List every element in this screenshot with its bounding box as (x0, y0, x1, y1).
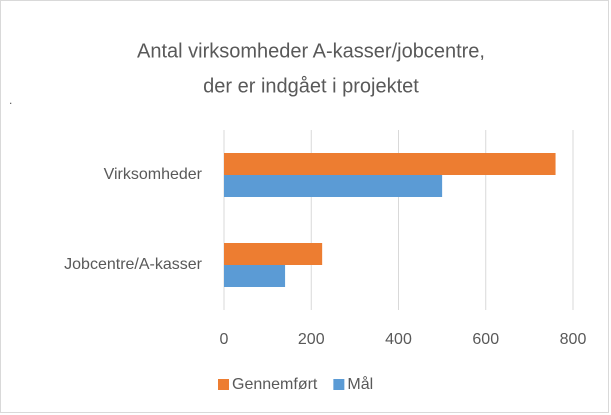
x-tick-label: 800 (560, 331, 587, 348)
annotation: . (9, 93, 12, 107)
bar (224, 153, 556, 175)
bar (224, 243, 323, 265)
chart-title: Antal virksomheder A-kasser/jobcentre, (137, 40, 485, 62)
chart-title: der er indgået i projektet (203, 75, 419, 97)
x-tick-label: 400 (385, 331, 412, 348)
x-tick-label: 600 (472, 331, 499, 348)
legend-label: Gennemført (232, 376, 318, 393)
legend-swatch (218, 379, 229, 390)
bar (224, 265, 286, 287)
x-tick-label: 0 (220, 331, 229, 348)
y-tick-label: Virksomheder (104, 166, 203, 183)
legend-label: Mål (347, 375, 373, 393)
legend-swatch (333, 379, 345, 390)
y-tick-label: Jobcentre/A-kasser (64, 256, 203, 273)
bar (224, 175, 443, 197)
x-tick-label: 200 (298, 331, 325, 348)
